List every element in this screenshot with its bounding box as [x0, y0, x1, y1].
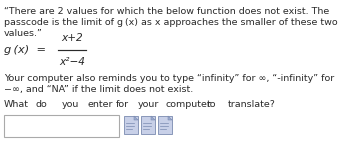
Text: enter: enter — [88, 100, 113, 109]
FancyBboxPatch shape — [124, 116, 138, 134]
Text: your: your — [138, 100, 159, 109]
Text: values.”: values.” — [4, 29, 43, 38]
FancyBboxPatch shape — [141, 116, 155, 134]
Text: “There are 2 values for which the below function does not exist. The: “There are 2 values for which the below … — [4, 7, 329, 16]
Text: do: do — [36, 100, 48, 109]
FancyBboxPatch shape — [158, 116, 172, 134]
Polygon shape — [168, 116, 172, 120]
Text: for: for — [116, 100, 129, 109]
Text: to: to — [207, 100, 217, 109]
Polygon shape — [151, 116, 155, 120]
Text: x+2: x+2 — [61, 33, 83, 43]
Text: What: What — [4, 100, 29, 109]
Text: computer: computer — [165, 100, 211, 109]
Text: you: you — [62, 100, 79, 109]
Polygon shape — [134, 116, 138, 120]
Text: x²−4: x²−4 — [59, 57, 85, 67]
FancyBboxPatch shape — [4, 115, 119, 137]
Text: Your computer also reminds you to type “infinity” for ∞, “-infinity” for: Your computer also reminds you to type “… — [4, 74, 334, 83]
Text: passcode is the limit of g (x) as x approaches the smaller of these two: passcode is the limit of g (x) as x appr… — [4, 18, 338, 27]
Text: translate?: translate? — [228, 100, 276, 109]
Text: g (x)  =: g (x) = — [4, 45, 46, 55]
Text: −∞, and “NA” if the limit does not exist.: −∞, and “NA” if the limit does not exist… — [4, 85, 193, 94]
